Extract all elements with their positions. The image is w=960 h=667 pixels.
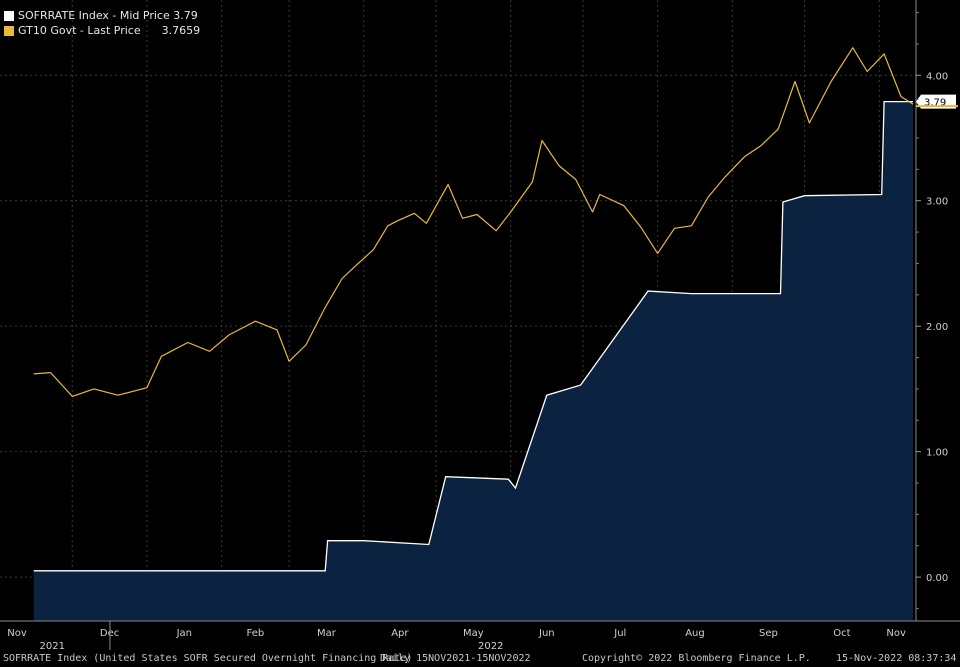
y-tick-label: 0.00	[926, 573, 948, 584]
legend-swatch-gt10	[4, 25, 14, 36]
gt10-series-line	[33, 47, 914, 397]
footer-description: SOFRRATE Index (United States SOFR Secur…	[3, 653, 413, 664]
footer-timestamp: 15-Nov-2022 08:37:34	[836, 653, 957, 664]
legend-swatch-sofr	[4, 10, 14, 21]
sofr-last-value-tag: 3.79	[916, 94, 956, 109]
x-tick-label: Aug	[685, 628, 705, 639]
x-tick-label: Apr	[391, 628, 409, 639]
sofr-last-value-label: 3.79	[924, 98, 946, 109]
x-year-label: 2021	[40, 641, 65, 650]
sofr-series-line	[33, 100, 913, 572]
legend-label-sofr: SOFRRATE Index - Mid Price 3.79	[18, 9, 198, 22]
x-tick-label: Mar	[317, 628, 337, 639]
y-tick-label: 1.00	[926, 448, 948, 459]
chart-svg: 0.001.002.003.004.00NovDecJanFebMarAprMa…	[0, 0, 960, 650]
x-tick-label: May	[463, 628, 484, 639]
sofr-area-fill	[33, 101, 913, 622]
footer-copyright: Copyright© 2022 Bloomberg Finance L.P.	[582, 653, 811, 664]
x-tick-label: Sep	[759, 628, 778, 639]
y-tick-label: 4.00	[926, 71, 948, 82]
sofr-area-layer	[33, 100, 913, 622]
x-tick-label: Jul	[613, 628, 626, 639]
footer-range: Daily 15NOV2021-15NOV2022	[380, 653, 531, 664]
gt10-line-layer	[33, 47, 914, 397]
legend-entry-gt10: GT10 Govt - Last Price 3.7659	[4, 23, 200, 38]
chart-footer: SOFRRATE Index (United States SOFR Secur…	[0, 651, 960, 667]
x-year-label: 2022	[478, 641, 503, 650]
y-tick-label: 3.00	[926, 197, 948, 208]
x-tick-label: Jan	[176, 628, 192, 639]
y-tick-label: 2.00	[926, 322, 948, 333]
sofr-last-value-box	[916, 94, 956, 109]
legend-entry-sofr: SOFRRATE Index - Mid Price 3.79	[4, 8, 200, 23]
x-tick-label: Jun	[538, 628, 555, 639]
x-tick-label: Oct	[833, 628, 850, 639]
chart-axes: 0.001.002.003.004.00NovDecJanFebMarAprMa…	[0, 0, 960, 650]
x-tick-label: Nov	[886, 628, 906, 639]
x-tick-label: Nov	[7, 628, 27, 639]
chart-legend: SOFRRATE Index - Mid Price 3.79 GT10 Gov…	[4, 8, 200, 38]
legend-label-gt10: GT10 Govt - Last Price 3.7659	[18, 24, 201, 37]
x-tick-label: Feb	[246, 628, 264, 639]
